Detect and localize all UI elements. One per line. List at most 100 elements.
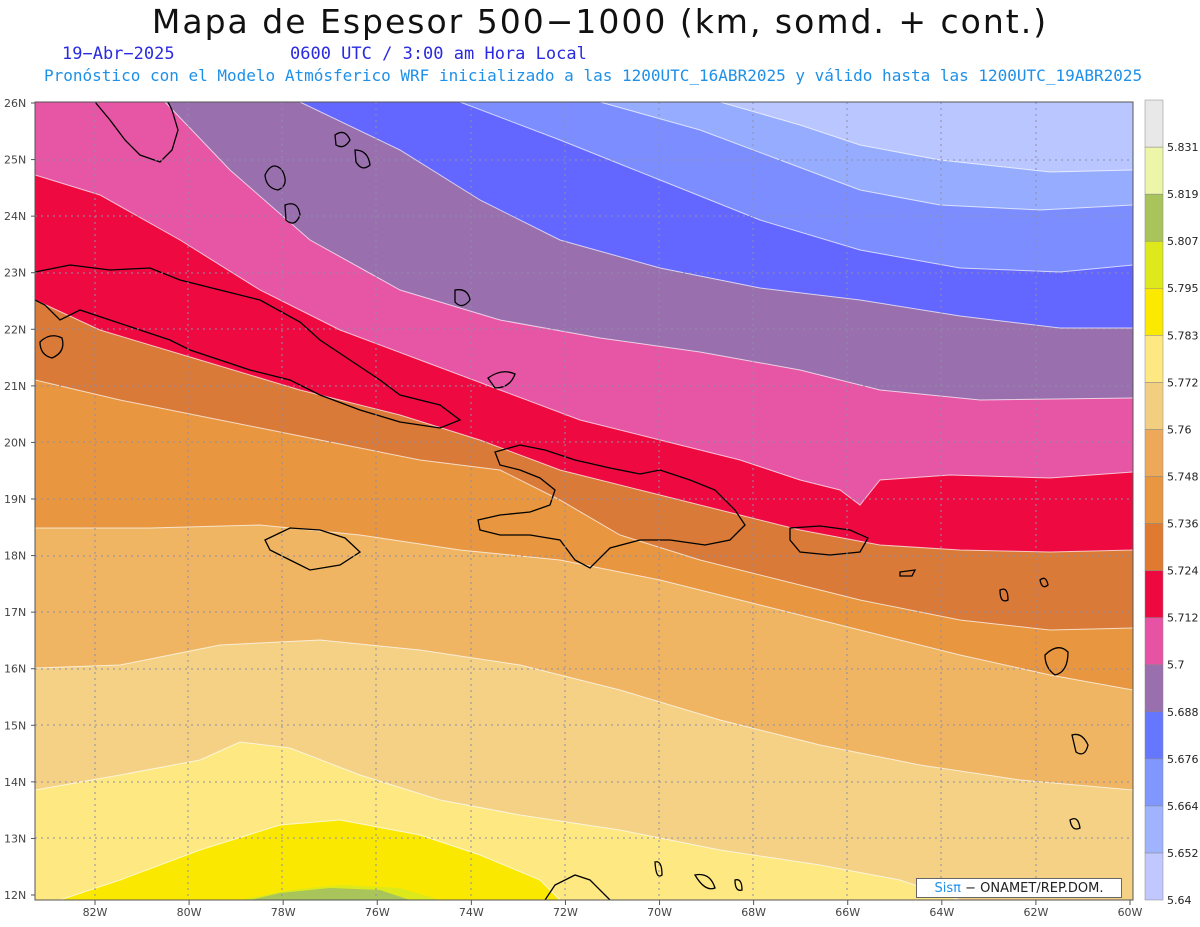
colorbar-swatch [1144,617,1164,665]
lat-tick-label: 21N [4,380,26,393]
colorbar-swatch [1144,476,1164,524]
lon-tick-label: 66W [835,906,860,919]
forecast-time: 0600 UTC / 3:00 am Hora Local [290,44,587,64]
lon-tick-label: 64W [929,906,954,919]
lon-tick-label: 78W [271,906,296,919]
small-island-d [999,588,1009,602]
colorbar-swatch [1144,287,1164,336]
colorbar-label: 5.76 [1167,423,1192,436]
cuba-coast [35,264,462,429]
grid-lines [35,102,1133,900]
colorbar-label: 5.748 [1167,470,1199,483]
colorbar-label: 5.807 [1167,235,1199,248]
latitude-axis: 26N 25N 24N 23N 22N 21N 20N 19N 18N 17N 16N 15N 14N 1… [4,97,35,902]
lat-tick-label: 19N [4,493,26,506]
band-15 [250,888,410,900]
jamaica-coast [264,527,362,571]
band-13 [35,820,560,900]
model-subtitle: Pronóstico con el Modelo Atmósferico WRF… [44,66,1143,85]
lesser-antilles-1 [1039,577,1049,588]
lon-tick-label: 72W [553,906,578,919]
lat-tick-label: 15N [4,719,26,732]
contour-lines [35,102,1133,900]
puerto-rico-coast [789,525,869,556]
colorbar-swatch [1144,146,1164,195]
lon-tick-label: 80W [177,906,202,919]
credit-box: Sisπ − ONAMET/REP.DOM. [916,878,1122,898]
venezuela-coast [544,874,611,900]
lat-tick-label: 22N [4,323,26,336]
longitude-axis: 82W 80W 78W 76W 74W 72W 70W 68W 66W 64W 62W 60W [83,900,1143,919]
credit-org: − ONAMET/REP.DOM. [965,881,1104,896]
colorbar: 5.831 5.819 5.807 5.795 5.783 5.772 5.76 5.748 5… [1144,99,1199,907]
lesser-antilles-3 [1071,733,1089,755]
sispi-logo-text: Sisπ [934,881,961,896]
lat-tick-label: 12N [4,889,26,902]
colorbar-label: 5.724 [1167,565,1199,578]
lon-tick-label: 70W [647,906,672,919]
lon-tick-label: 74W [459,906,484,919]
colorbar-swatch [1144,758,1164,807]
colorbar-swatch [1144,240,1164,289]
lat-tick-label: 13N [4,832,26,845]
colorbar-label: 5.664 [1167,800,1199,813]
lon-tick-label: 68W [741,906,766,919]
colorbar-label: 5.819 [1167,188,1199,201]
colorbar-label: 5.783 [1167,329,1199,342]
small-island-b [734,879,743,891]
colorbar-label: 5.652 [1167,847,1199,860]
lat-tick-label: 25N [4,154,26,167]
isla-juventud [39,335,64,359]
lon-tick-label: 76W [365,906,390,919]
bahamas-1 [264,165,286,191]
colorbar-label: 5.736 [1167,518,1199,531]
map-title: Mapa de Espesor 500−1000 (km, somd. + co… [151,2,1049,41]
aruba-curacao [654,861,663,877]
contour-fill [35,102,1133,900]
lon-tick-label: 62W [1023,906,1048,919]
bahamas-3 [334,131,351,148]
lat-tick-label: 26N [4,97,26,110]
small-island-a [693,873,716,890]
colorbar-swatch [1144,523,1164,571]
turks [487,371,516,389]
bahamas-4 [354,149,371,169]
coastlines [35,102,1089,900]
colorbar-swatch [1144,193,1164,242]
forecast-date: 19−Abr−2025 [62,44,175,64]
lesser-antilles-2 [1044,647,1069,676]
colorbar-label: 5.7 [1167,659,1185,672]
colorbar-label: 5.676 [1167,753,1199,766]
lat-tick-label: 20N [4,436,26,449]
colorbar-swatch [1144,852,1164,901]
lat-tick-label: 23N [4,267,26,280]
colorbar-swatch [1144,805,1164,854]
lat-tick-label: 14N [4,776,26,789]
lon-tick-label: 60W [1118,906,1143,919]
map-frame [34,101,1134,901]
colorbar-label: 5.712 [1167,612,1199,625]
lat-tick-label: 17N [4,606,26,619]
colorbar-swatch [1144,429,1164,477]
colorbar-label: 5.795 [1167,282,1199,295]
colorbar-label: 5.831 [1167,141,1199,154]
lat-tick-label: 16N [4,663,26,676]
hispaniola-coast [477,444,746,569]
colorbar-label: 5.688 [1167,706,1199,719]
colorbar-swatch [1144,570,1164,618]
colorbar-swatch [1144,382,1164,430]
colorbar-swatch [1144,711,1164,760]
lesser-antilles-4 [1069,817,1081,830]
bahamas-5 [454,289,471,307]
colorbar-swatch [1144,99,1164,148]
colorbar-label: 5.772 [1167,376,1199,389]
bahamas-2 [284,203,301,224]
colorbar-label: 5.64 [1167,894,1192,907]
lat-tick-label: 18N [4,550,26,563]
florida-coast [94,102,179,163]
lon-tick-label: 82W [83,906,108,919]
colorbar-swatch [1144,335,1164,383]
colorbar-swatch [1144,664,1164,713]
lat-tick-label: 24N [4,210,26,223]
